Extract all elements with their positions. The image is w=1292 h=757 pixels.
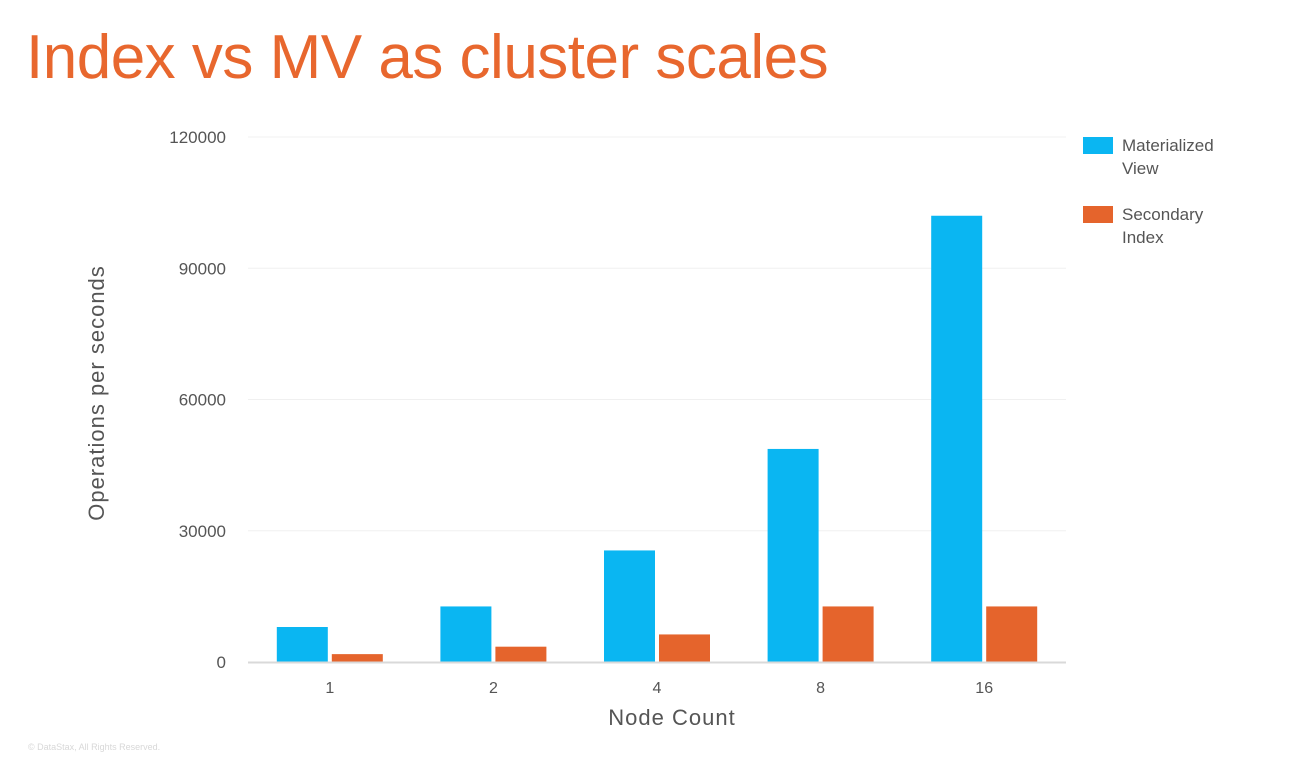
bar-materialized-view — [440, 606, 492, 662]
bar-secondary-index — [659, 634, 710, 662]
legend-swatch — [1083, 206, 1113, 223]
copyright-footer: © DataStax, All Rights Reserved. — [28, 742, 161, 752]
x-tick-label: 1 — [325, 680, 334, 697]
bars — [276, 215, 1038, 662]
x-tick-label: 16 — [975, 680, 993, 697]
x-tick-labels: 1 2 4 8 16 — [325, 680, 993, 697]
x-axis-label: Node Count — [608, 705, 735, 730]
bar-secondary-index — [822, 606, 874, 662]
bar-secondary-index — [495, 646, 547, 662]
bar-materialized-view — [604, 550, 655, 662]
x-tick-label: 8 — [816, 680, 825, 697]
gridlines — [248, 136, 1066, 532]
bar-secondary-index — [331, 654, 383, 662]
bar-secondary-index — [986, 606, 1038, 662]
bar-materialized-view — [276, 627, 328, 662]
y-tick-label: 30000 — [179, 522, 226, 541]
y-axis-label: Operations per seconds — [84, 265, 109, 521]
y-tick-labels: 0 30000 60000 90000 120000 — [169, 128, 226, 672]
bar-materialized-view — [931, 215, 983, 662]
x-tick-label: 2 — [489, 680, 498, 697]
y-tick-label: 120000 — [169, 128, 226, 147]
legend-label: Secondary Index — [1122, 205, 1204, 247]
y-tick-label: 0 — [217, 653, 226, 672]
legend-swatch — [1083, 137, 1113, 154]
slide-title: Index vs MV as cluster scales — [26, 23, 829, 92]
bar-materialized-view — [767, 448, 819, 662]
legend: Materialized View Secondary Index — [1083, 136, 1214, 247]
y-tick-label: 60000 — [179, 391, 226, 410]
x-tick-label: 4 — [653, 680, 662, 697]
legend-label: Materialized View — [1122, 136, 1214, 178]
y-tick-label: 90000 — [179, 259, 226, 278]
